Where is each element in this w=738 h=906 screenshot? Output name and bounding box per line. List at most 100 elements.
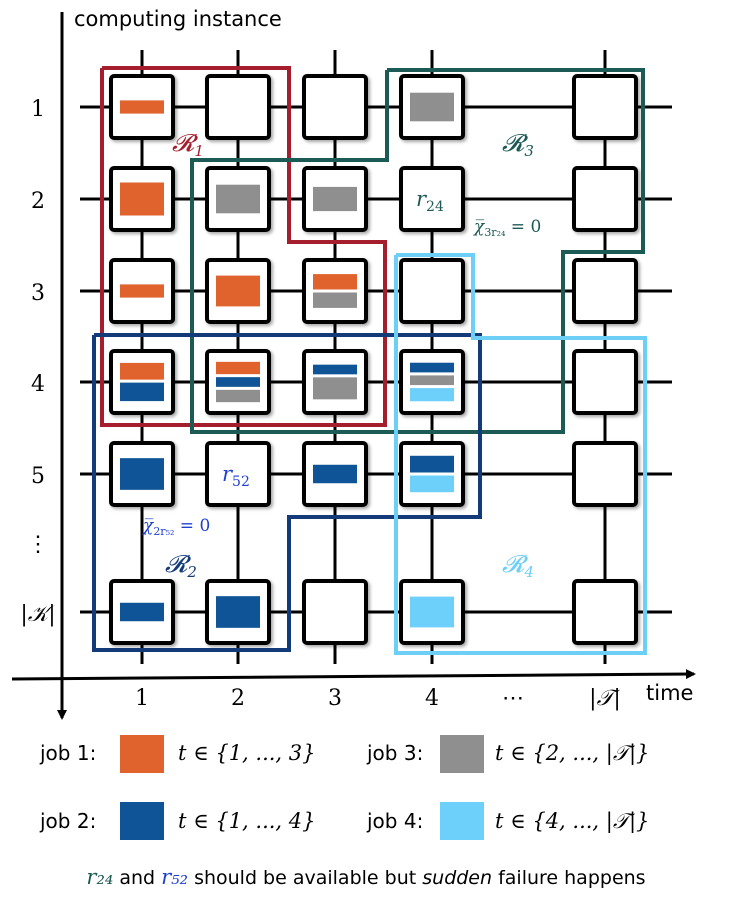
region-r3-outline (190, 68, 645, 434)
legend-swatch-job2 (120, 802, 164, 840)
legend-item-job1: job 1: t ∈ {1, ..., 3} (39, 735, 316, 773)
legend-label: job 1: (39, 741, 96, 765)
region-r2-outline (92, 333, 482, 652)
region-r4-outline (394, 253, 647, 655)
region-r3-label: 𝓡3 (502, 129, 534, 160)
allocation-bar-job2 (410, 455, 454, 473)
allocation-bar-job2 (120, 458, 164, 490)
col-label: 3 (328, 686, 342, 711)
legend-swatch-job1 (120, 735, 164, 773)
row-label: 2 (31, 189, 45, 214)
x-axis-label: time (646, 681, 693, 705)
col-label: ⋯ (502, 686, 524, 711)
row-label: ⋮ (27, 532, 49, 557)
allocation-bar-job3 (313, 377, 357, 400)
row-label: 3 (31, 281, 45, 306)
cell-box (572, 579, 638, 645)
allocation-bar-job1 (313, 274, 357, 290)
cell-box (572, 258, 638, 324)
allocation-bar-job3 (313, 186, 357, 212)
grid-cell (572, 441, 638, 507)
grid-cell (109, 349, 175, 415)
grid-cell (399, 579, 465, 645)
col-label: 4 (425, 686, 439, 711)
allocation-bar-job4 (410, 388, 454, 402)
row-label: 5 (31, 464, 45, 489)
caption-r24: r₂₄ (86, 865, 113, 889)
allocation-bar-job1 (120, 100, 164, 114)
allocation-bar-job2 (313, 464, 357, 484)
failed-instance-label: r52 (222, 462, 250, 490)
cell-box (399, 441, 465, 507)
allocation-bar-job2 (120, 602, 164, 622)
grid-cell (302, 441, 368, 507)
legend-label: job 3: (366, 741, 423, 765)
allocation-bar-job2 (216, 377, 260, 387)
cell-box (572, 166, 638, 232)
allocation-bar-job1 (120, 362, 164, 380)
cell-box (109, 349, 175, 415)
allocation-bar-job3 (216, 184, 260, 214)
grid-cell (572, 258, 638, 324)
legend-item-job3: job 3: t ∈ {2, ..., |𝒯|} (366, 735, 649, 773)
cells: r24 r52 (109, 74, 638, 645)
row-label: 4 (31, 372, 45, 397)
cell-box (205, 441, 271, 507)
failed-instance-label: r24 (416, 187, 444, 215)
col-label: 2 (231, 686, 245, 711)
cell-box (205, 74, 271, 140)
region-r4-label: 𝓡4 (502, 550, 534, 581)
grid-cell (572, 349, 638, 415)
row-label: 1 (31, 97, 45, 122)
grid-cell (109, 441, 175, 507)
chi3-annotation: χ̅3r₂₄ = 0 (473, 217, 541, 239)
allocation-bar-job3 (410, 92, 454, 122)
allocation-bar-job1 (120, 182, 164, 216)
caption: r₂₄ and r₅₂ should be available but sudd… (86, 865, 645, 889)
legend-swatch-job3 (440, 735, 484, 773)
grid-cell: r24 (399, 166, 465, 232)
grid-cell (205, 258, 271, 324)
grid-cell: r52 (205, 441, 271, 507)
col-label: 1 (135, 686, 149, 711)
y-axis-label: computing instance (74, 7, 282, 31)
grid-cell (572, 74, 638, 140)
grid-cell (399, 258, 465, 324)
legend-label: job 2: (39, 809, 96, 833)
row-labels: 1 2 3 4 5 ⋮ |𝒦| (20, 97, 55, 627)
cell-box (572, 441, 638, 507)
grid-cell (109, 258, 175, 324)
allocation-bar-job4 (410, 475, 454, 493)
cell-box (399, 258, 465, 324)
grid-cell (302, 258, 368, 324)
legend-swatch-job4 (440, 802, 484, 840)
cell-box (302, 258, 368, 324)
cell-box (302, 579, 368, 645)
allocation-bar-job3 (410, 375, 454, 386)
allocation-bar-job2 (216, 596, 260, 628)
grid-cell (399, 349, 465, 415)
grid-cell (302, 579, 368, 645)
legend-range: t ∈ {1, ..., 3} (178, 741, 316, 765)
legend-range: t ∈ {1, ..., 4} (178, 809, 316, 833)
grid-cell (572, 579, 638, 645)
grid-cell (109, 579, 175, 645)
allocation-bar-job1 (120, 284, 164, 298)
col-labels: 1 2 3 4 ⋯ |𝒯| (135, 686, 621, 711)
grid-cell (399, 74, 465, 140)
allocation-bar-job2 (120, 382, 164, 402)
cell-box (302, 74, 368, 140)
grid-cell (302, 166, 368, 232)
row-label: |𝒦| (20, 602, 55, 627)
legend-range: t ∈ {2, ..., |𝒯|} (495, 741, 649, 766)
grid-cell (205, 166, 271, 232)
allocation-bar-job2 (313, 364, 357, 375)
region-r1-label: 𝓡1 (172, 129, 204, 160)
grid-cell (572, 166, 638, 232)
grid-cell (205, 74, 271, 140)
cell-box (572, 349, 638, 415)
legend-item-job4: job 4: t ∈ {4, ..., |𝒯|} (366, 802, 649, 840)
region-r1-outline (100, 66, 387, 427)
legend-label: job 4: (366, 809, 423, 833)
